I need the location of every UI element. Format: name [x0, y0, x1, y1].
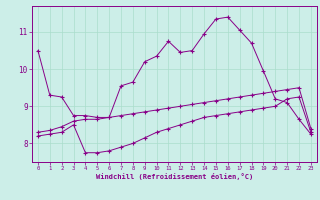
X-axis label: Windchill (Refroidissement éolien,°C): Windchill (Refroidissement éolien,°C) — [96, 173, 253, 180]
